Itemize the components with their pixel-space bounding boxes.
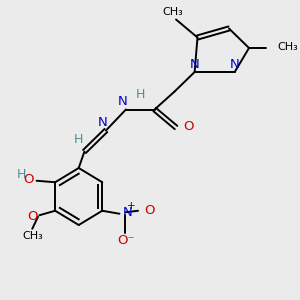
Text: CH₃: CH₃	[278, 41, 298, 52]
Text: O: O	[183, 119, 194, 133]
Text: N: N	[190, 58, 200, 70]
Text: CH₃: CH₃	[22, 231, 43, 241]
Text: CH₃: CH₃	[163, 7, 184, 17]
Text: N: N	[230, 58, 240, 70]
Text: +: +	[128, 201, 136, 211]
Text: H: H	[136, 88, 145, 101]
Text: N: N	[98, 116, 107, 129]
Text: H: H	[74, 133, 83, 146]
Text: O⁻: O⁻	[117, 234, 135, 247]
Text: O: O	[28, 210, 38, 223]
Text: O: O	[144, 204, 155, 217]
Text: N: N	[122, 206, 132, 219]
Text: H: H	[17, 168, 26, 181]
Text: O: O	[23, 173, 34, 186]
Text: N: N	[118, 95, 128, 108]
